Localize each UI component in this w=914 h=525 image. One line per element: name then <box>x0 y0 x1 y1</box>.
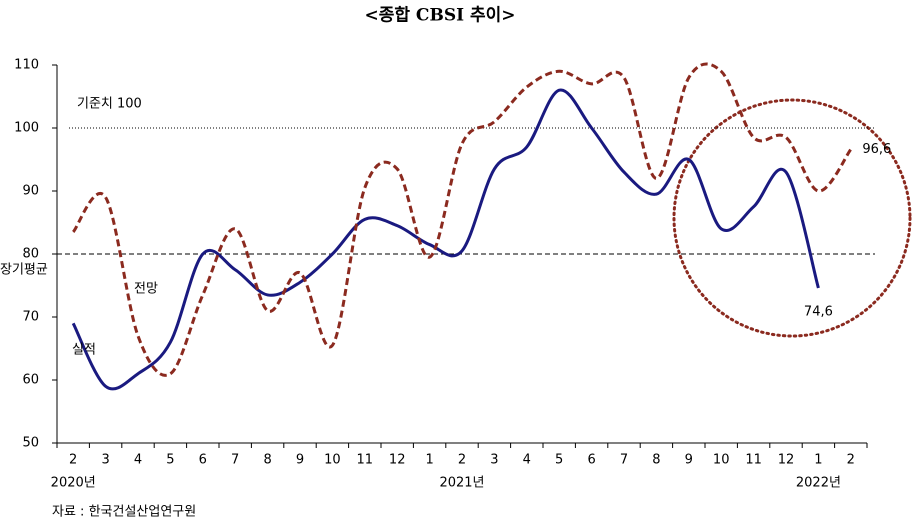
x-tick-label: 12 <box>389 453 406 468</box>
chart-title: <종합 CBSI 추이> <box>364 5 515 26</box>
x-tick-label: 2 <box>847 453 855 468</box>
x-tick-label: 7 <box>620 453 628 468</box>
x-tick-label: 9 <box>685 453 693 468</box>
x-tick-label: 12 <box>778 453 795 468</box>
x-tick-label: 2 <box>458 453 466 468</box>
y-tick-label: 80 <box>22 247 39 262</box>
x-tick-label: 7 <box>231 453 239 468</box>
series-label: 실적 <box>72 343 96 358</box>
x-tick-label: 1 <box>425 453 433 468</box>
reference-label: 장기평균 <box>0 263 48 278</box>
value-label: 96,6 <box>862 142 891 157</box>
year-label: 2020년 <box>51 476 96 491</box>
x-tick-label: 3 <box>490 453 498 468</box>
x-tick-label: 5 <box>555 453 563 468</box>
series-line <box>71 62 853 377</box>
y-tick-label: 110 <box>14 58 39 73</box>
year-label: 2021년 <box>439 476 484 491</box>
series-line <box>71 88 820 391</box>
value-label: 74,6 <box>804 305 833 320</box>
y-tick-label: 60 <box>22 373 39 388</box>
x-tick-label: 8 <box>263 453 271 468</box>
x-tick-label: 3 <box>101 453 109 468</box>
y-tick-label: 90 <box>22 184 39 199</box>
x-tick-label: 6 <box>587 453 595 468</box>
y-tick-label: 70 <box>22 310 39 325</box>
reference-label: 기준치 100 <box>77 97 142 112</box>
x-tick-label: 9 <box>296 453 304 468</box>
x-tick-label: 10 <box>713 453 730 468</box>
x-tick-label: 2 <box>69 453 77 468</box>
x-tick-label: 4 <box>523 453 531 468</box>
y-tick-label: 100 <box>14 121 39 136</box>
x-tick-label: 6 <box>199 453 207 468</box>
year-label: 2022년 <box>796 476 841 491</box>
x-tick-label: 10 <box>324 453 341 468</box>
series-label: 전망 <box>134 282 158 297</box>
x-tick-label: 8 <box>652 453 660 468</box>
source: 자료 : 한국건설산업연구원 <box>52 505 196 520</box>
x-tick-label: 4 <box>134 453 142 468</box>
x-tick-label: 11 <box>745 453 762 468</box>
x-tick-label: 11 <box>357 453 374 468</box>
x-tick-label: 5 <box>166 453 174 468</box>
y-tick-label: 50 <box>22 436 39 451</box>
x-tick-label: 1 <box>814 453 822 468</box>
highlight-circle <box>672 98 912 338</box>
